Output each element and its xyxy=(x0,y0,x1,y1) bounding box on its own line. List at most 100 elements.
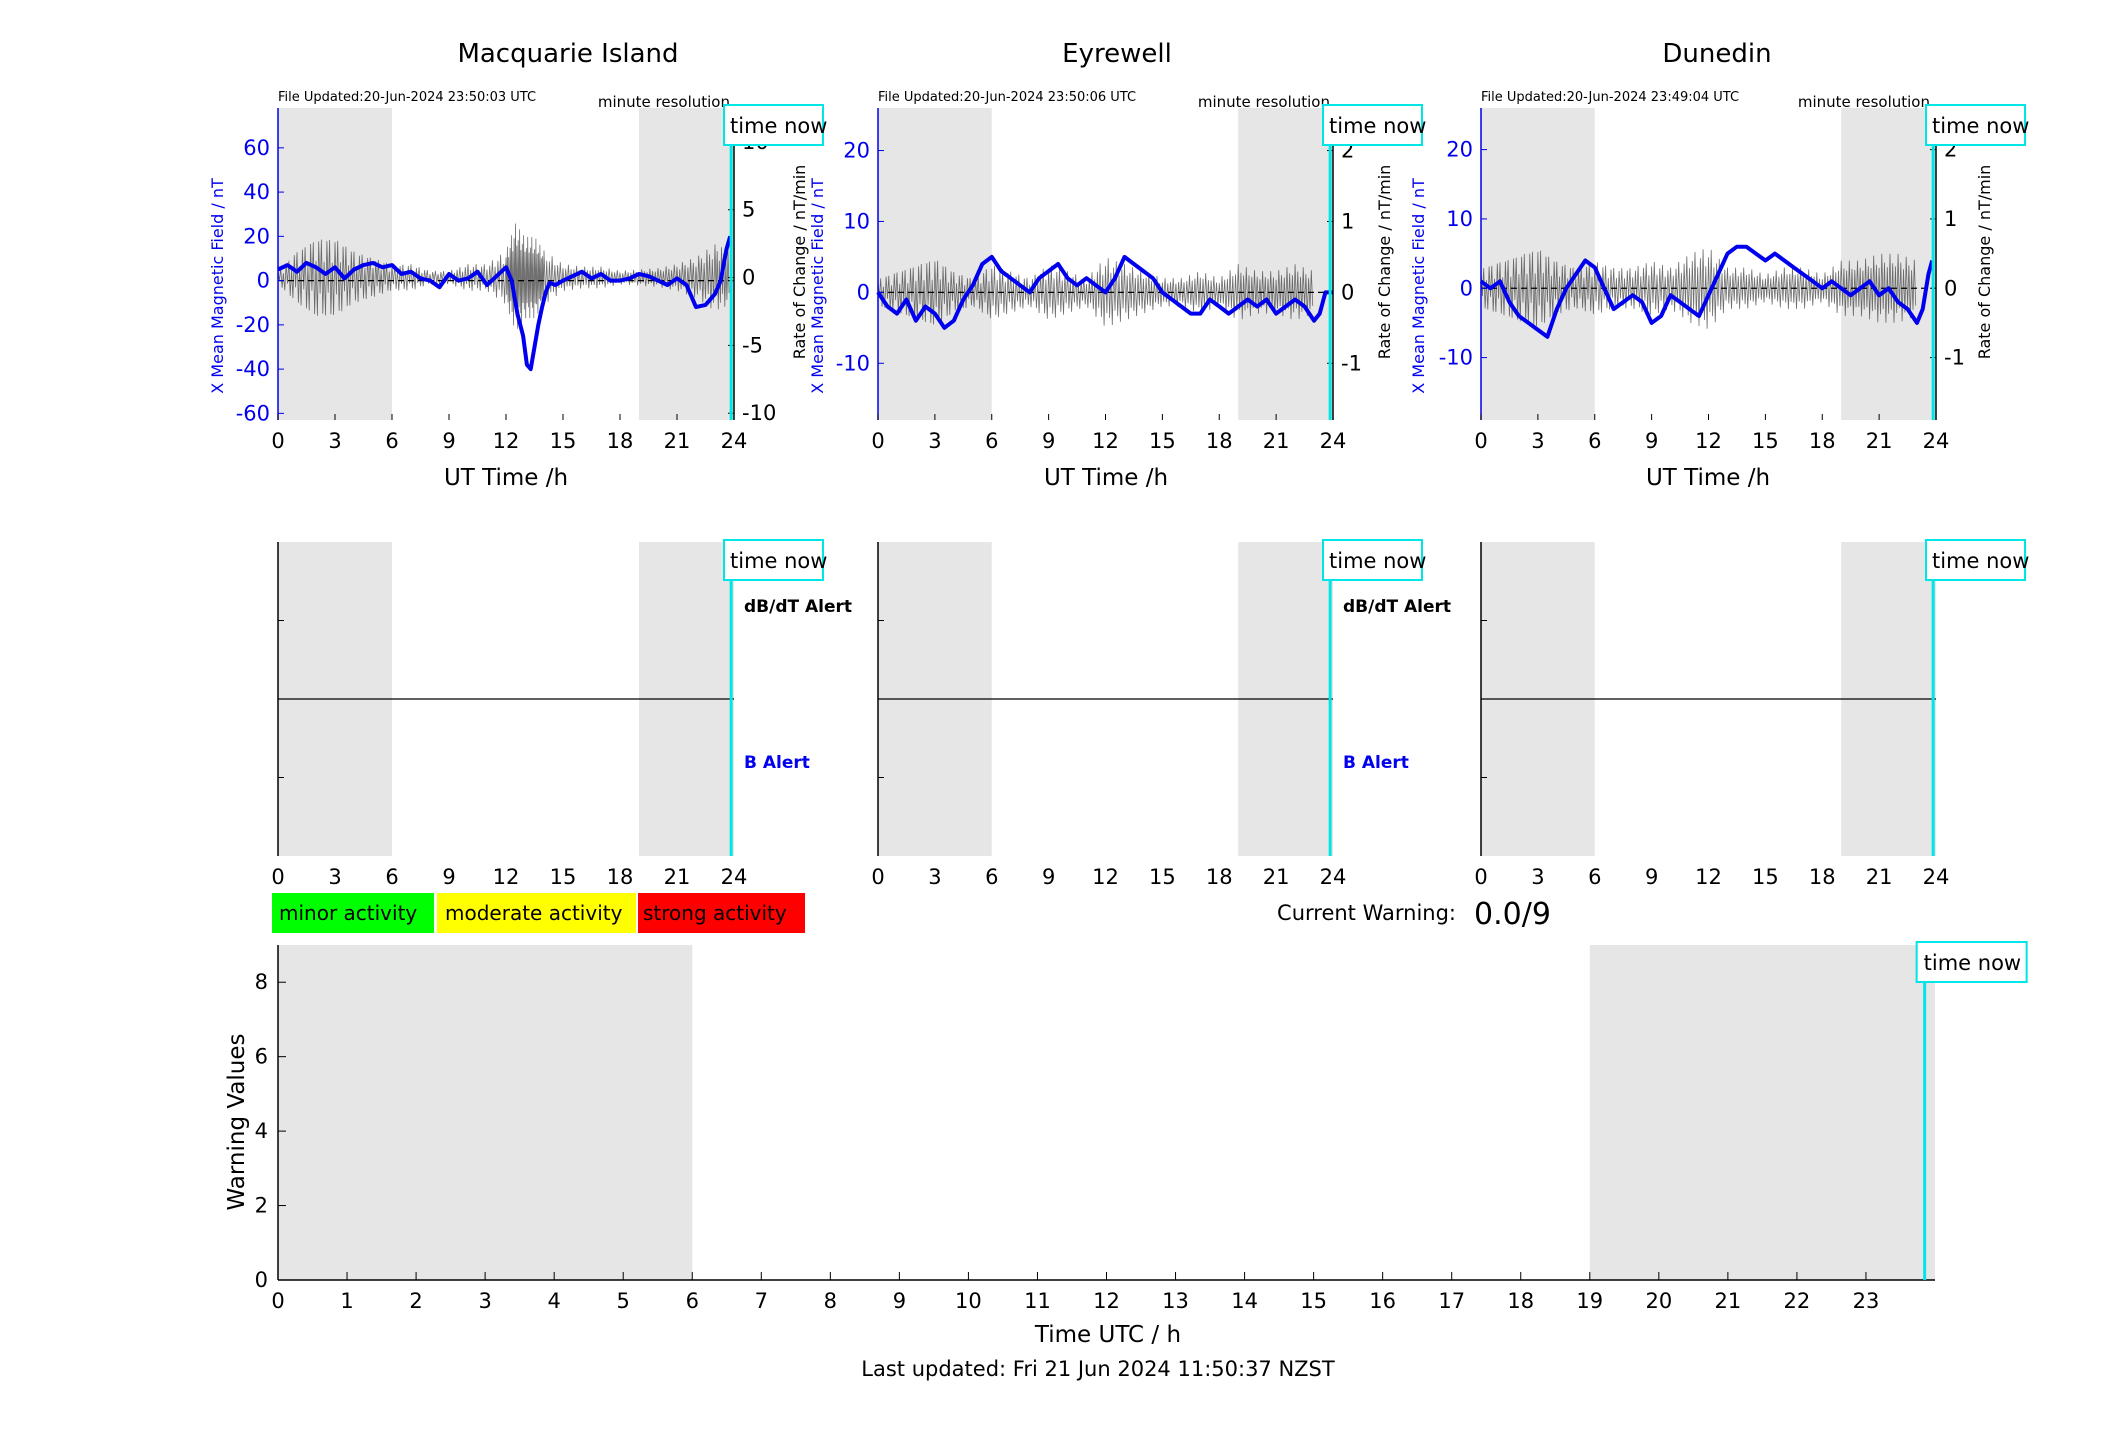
y-tick-label: 0 xyxy=(255,1268,268,1292)
y-tick-label: 60 xyxy=(243,136,270,160)
time-now-label: time now xyxy=(1932,114,2029,138)
y-tick-label: 10 xyxy=(1446,207,1473,231)
time-now-box xyxy=(1925,104,2026,146)
x-tick-label: 21 xyxy=(1866,429,1893,453)
night-shading xyxy=(278,945,693,1280)
alert-panel-eyrewell: 0 3 6 9 12 15 18 21 24 dB/dT Alert B Alert time now xyxy=(871,539,1451,889)
time-now-box xyxy=(1915,941,2028,983)
time-now-box xyxy=(1322,104,1423,146)
x-tick-label: 18 xyxy=(1507,1289,1534,1313)
y2-tick-label: -5 xyxy=(742,333,763,357)
x-tick-label: 21 xyxy=(1715,1289,1742,1313)
alert-panel-dunedin: 0 3 6 9 12 15 18 21 24 time now xyxy=(1474,539,2029,889)
b-alert-label: B Alert xyxy=(1343,753,1409,773)
y2-tick-label: 1 xyxy=(1944,207,1957,231)
x-tick-label: 0 xyxy=(271,1289,284,1313)
y-tick-label: -20 xyxy=(236,313,270,337)
x-tick-label: 6 xyxy=(686,1289,699,1313)
y-tick-label: 6 xyxy=(255,1045,268,1069)
y2-tick-label: 0 xyxy=(742,266,755,290)
dbdt-alert-label: dB/dT Alert xyxy=(744,597,852,617)
mean-field-series xyxy=(277,235,733,372)
y2-tick-label: -1 xyxy=(1341,351,1362,375)
x-tick-label: 12 xyxy=(1092,865,1119,889)
x-tick-label: 18 xyxy=(1809,429,1836,453)
time-now-box xyxy=(1322,539,1423,581)
time-now-box xyxy=(723,104,824,146)
y-axis-label: X Mean Magnetic Field / nT xyxy=(208,178,227,394)
x-tick-label: 20 xyxy=(1645,1289,1672,1313)
x-tick-label: 12 xyxy=(1695,865,1722,889)
x-tick-label: 0 xyxy=(1474,865,1487,889)
y-axis-label: X Mean Magnetic Field / nT xyxy=(1409,178,1428,394)
x-tick-label: 18 xyxy=(1809,865,1836,889)
y-tick-label: 0 xyxy=(857,280,870,304)
night-shading xyxy=(1238,108,1333,420)
x-tick-label: 6 xyxy=(1588,429,1601,453)
legend-minor-label: minor activity xyxy=(279,901,417,925)
x-tick-label: 12 xyxy=(493,429,520,453)
x-tick-label: 1 xyxy=(340,1289,353,1313)
y-tick-label: -10 xyxy=(836,351,870,375)
chart-title: Macquarie Island xyxy=(457,39,678,69)
rate-of-change-series xyxy=(877,258,1314,326)
y2-axis-label: Rate of Change / nT/min xyxy=(790,165,809,360)
x-tick-label: 15 xyxy=(550,429,577,453)
warning-values-chart: Time UTC / h Warning Values 0 1 2 3 4 5 6 7 8 9 10… xyxy=(224,941,2028,1348)
time-now-box xyxy=(723,539,824,581)
y2-tick-label: 0 xyxy=(1341,280,1354,304)
b-alert-label: B Alert xyxy=(744,753,810,773)
time-now-label: time now xyxy=(1932,549,2029,573)
x-tick-label: 3 xyxy=(928,429,941,453)
x-tick-label: 9 xyxy=(442,865,455,889)
x-tick-label: 24 xyxy=(1320,865,1347,889)
x-tick-label: 21 xyxy=(1263,865,1290,889)
y2-tick-label: -1 xyxy=(1944,346,1965,370)
y-tick-label: 10 xyxy=(843,209,870,233)
x-tick-label: 9 xyxy=(1042,429,1055,453)
x-tick-label: 8 xyxy=(824,1289,837,1313)
activity-legend: minor activity moderate activity strong … xyxy=(272,893,805,933)
x-tick-label: 10 xyxy=(955,1289,982,1313)
chart-macquarie-island: Macquarie Island File Updated:20-Jun-202… xyxy=(208,39,827,491)
x-tick-label: 6 xyxy=(385,865,398,889)
x-axis-label: UT Time /h xyxy=(1646,465,1770,491)
x-tick-label: 7 xyxy=(755,1289,768,1313)
x-tick-label: 2 xyxy=(409,1289,422,1313)
file-updated-label: File Updated:20-Jun-2024 23:50:03 UTC xyxy=(278,90,536,105)
x-tick-label: 15 xyxy=(1149,429,1176,453)
x-tick-label: 0 xyxy=(871,429,884,453)
legend-strong-label: strong activity xyxy=(643,901,787,925)
x-tick-label: 24 xyxy=(721,865,748,889)
x-tick-label: 21 xyxy=(1263,429,1290,453)
x-tick-label: 22 xyxy=(1784,1289,1811,1313)
y-tick-label: 0 xyxy=(1460,276,1473,300)
x-tick-label: 24 xyxy=(721,429,748,453)
night-shading xyxy=(1589,945,1935,1280)
y-tick-label: 4 xyxy=(255,1119,268,1143)
y-tick-label: 20 xyxy=(1446,138,1473,162)
y-tick-label: -40 xyxy=(236,357,270,381)
legend-moderate-label: moderate activity xyxy=(445,901,623,925)
x-tick-label: 13 xyxy=(1162,1289,1189,1313)
x-tick-label: 9 xyxy=(442,429,455,453)
y-tick-label: -10 xyxy=(1439,346,1473,370)
current-warning-label: Current Warning: xyxy=(1277,901,1456,925)
x-tick-label: 24 xyxy=(1923,865,1950,889)
x-tick-label: 21 xyxy=(664,429,691,453)
time-now-label: time now xyxy=(730,549,827,573)
y-tick-label: 20 xyxy=(243,224,270,248)
y-tick-label: 2 xyxy=(255,1194,268,1218)
x-tick-label: 6 xyxy=(1588,865,1601,889)
x-tick-label: 24 xyxy=(1923,429,1950,453)
x-tick-label: 12 xyxy=(1092,429,1119,453)
y-axis-label: Warning Values xyxy=(224,1033,250,1210)
x-tick-label: 15 xyxy=(1752,429,1779,453)
x-tick-label: 11 xyxy=(1024,1289,1051,1313)
x-tick-label: 14 xyxy=(1231,1289,1258,1313)
chart-dunedin: Dunedin File Updated:20-Jun-2024 23:49:0… xyxy=(1409,39,2029,491)
x-tick-label: 24 xyxy=(1320,429,1347,453)
x-tick-label: 0 xyxy=(1474,429,1487,453)
y-axis-label: X Mean Magnetic Field / nT xyxy=(808,178,827,394)
file-updated-label: File Updated:20-Jun-2024 23:50:06 UTC xyxy=(878,90,1136,105)
